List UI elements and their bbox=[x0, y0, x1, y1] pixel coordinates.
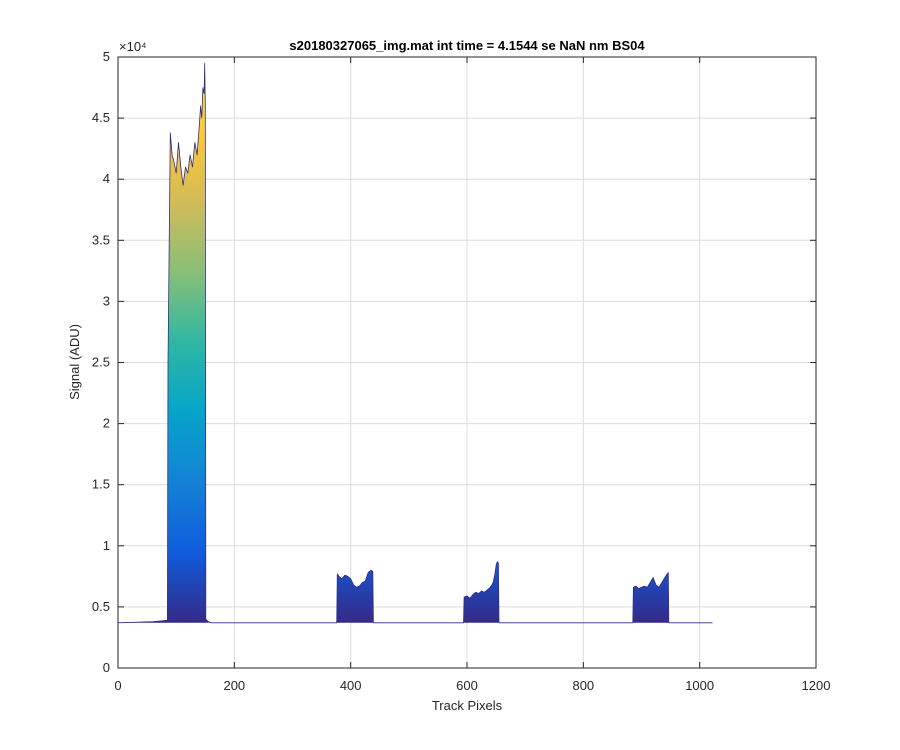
data-layer bbox=[118, 62, 713, 624]
y-tick-label: 5 bbox=[103, 49, 110, 64]
y-axis-label: Signal (ADU) bbox=[67, 324, 82, 400]
chart-title: s20180327065_img.mat int time = 4.1544 s… bbox=[289, 38, 645, 53]
y-tick-label: 1 bbox=[103, 538, 110, 553]
x-tick-label: 400 bbox=[340, 678, 362, 693]
tick-marks bbox=[117, 56, 817, 669]
y-tick-label: 2.5 bbox=[92, 355, 110, 370]
x-tick-label: 1000 bbox=[685, 678, 714, 693]
signal-line bbox=[118, 62, 713, 624]
signal-area bbox=[118, 63, 713, 623]
y-tick-label: 2 bbox=[103, 416, 110, 431]
y-tick-label: 3.5 bbox=[92, 232, 110, 247]
y-tick-label: 4 bbox=[103, 171, 110, 186]
grid-lines bbox=[118, 57, 816, 668]
y-tick-label: 1.5 bbox=[92, 477, 110, 492]
y-tick-label: 0.5 bbox=[92, 599, 110, 614]
x-tick-label: 600 bbox=[456, 678, 478, 693]
x-tick-label: 0 bbox=[114, 678, 121, 693]
y-exponent-label: ×10⁴ bbox=[119, 39, 147, 54]
y-tick-label: 3 bbox=[103, 293, 110, 308]
x-axis-label: Track Pixels bbox=[432, 698, 503, 713]
y-tick-label: 0 bbox=[103, 660, 110, 675]
x-tick-label: 1200 bbox=[802, 678, 831, 693]
x-tick-label: 800 bbox=[572, 678, 594, 693]
tick-labels: 0 200 400 600 800 1000 1200 0 0.5 1 1.5 2 2.5 3 3.5 4 4.… bbox=[92, 49, 831, 693]
x-tick-label: 200 bbox=[223, 678, 245, 693]
y-tick-label: 4.5 bbox=[92, 110, 110, 125]
